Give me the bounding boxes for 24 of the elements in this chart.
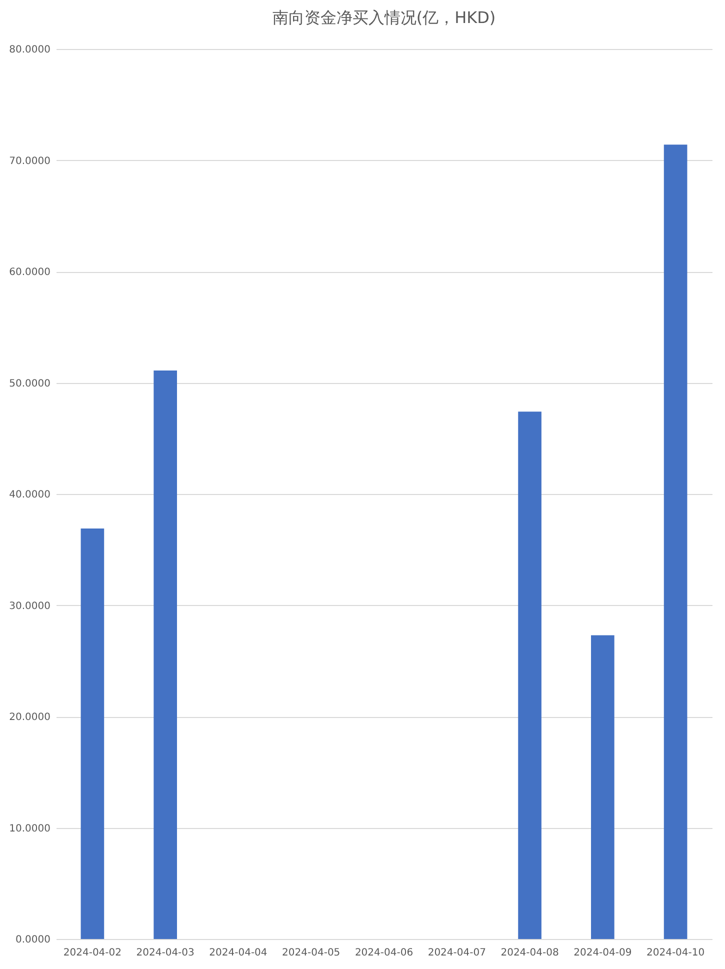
bar [664,144,688,939]
x-tick-label: 2024-04-10 [646,948,705,958]
y-tick-label: 10.0000 [9,823,50,834]
y-tick-label: 20.0000 [9,712,50,723]
x-tick-label: 2024-04-09 [574,948,632,958]
bar [591,635,614,939]
y-tick-label: 70.0000 [9,156,50,167]
y-tick-label: 50.0000 [9,378,50,390]
y-tick-label: 40.0000 [9,490,50,500]
x-tick-label: 2024-04-08 [500,948,559,958]
y-tick-label: 0.0000 [16,934,50,946]
bar [80,528,104,939]
y-tick-label: 80.0000 [9,44,50,56]
bar [154,370,177,939]
y-tick-label: 60.0000 [9,267,50,278]
x-tick-label: 2024-04-06 [354,948,414,958]
x-tick-label: 2024-04-05 [282,948,340,958]
x-tick-label: 2024-04-04 [209,948,268,958]
x-tick-label: 2024-04-02 [63,948,122,958]
chart-title: 南向资金净买入情况(亿，HKD) [272,8,496,27]
x-tick-label: 2024-04-07 [428,948,486,958]
bar [518,412,542,939]
x-tick-label: 2024-04-03 [136,948,194,958]
y-tick-label: 30.0000 [9,600,50,612]
